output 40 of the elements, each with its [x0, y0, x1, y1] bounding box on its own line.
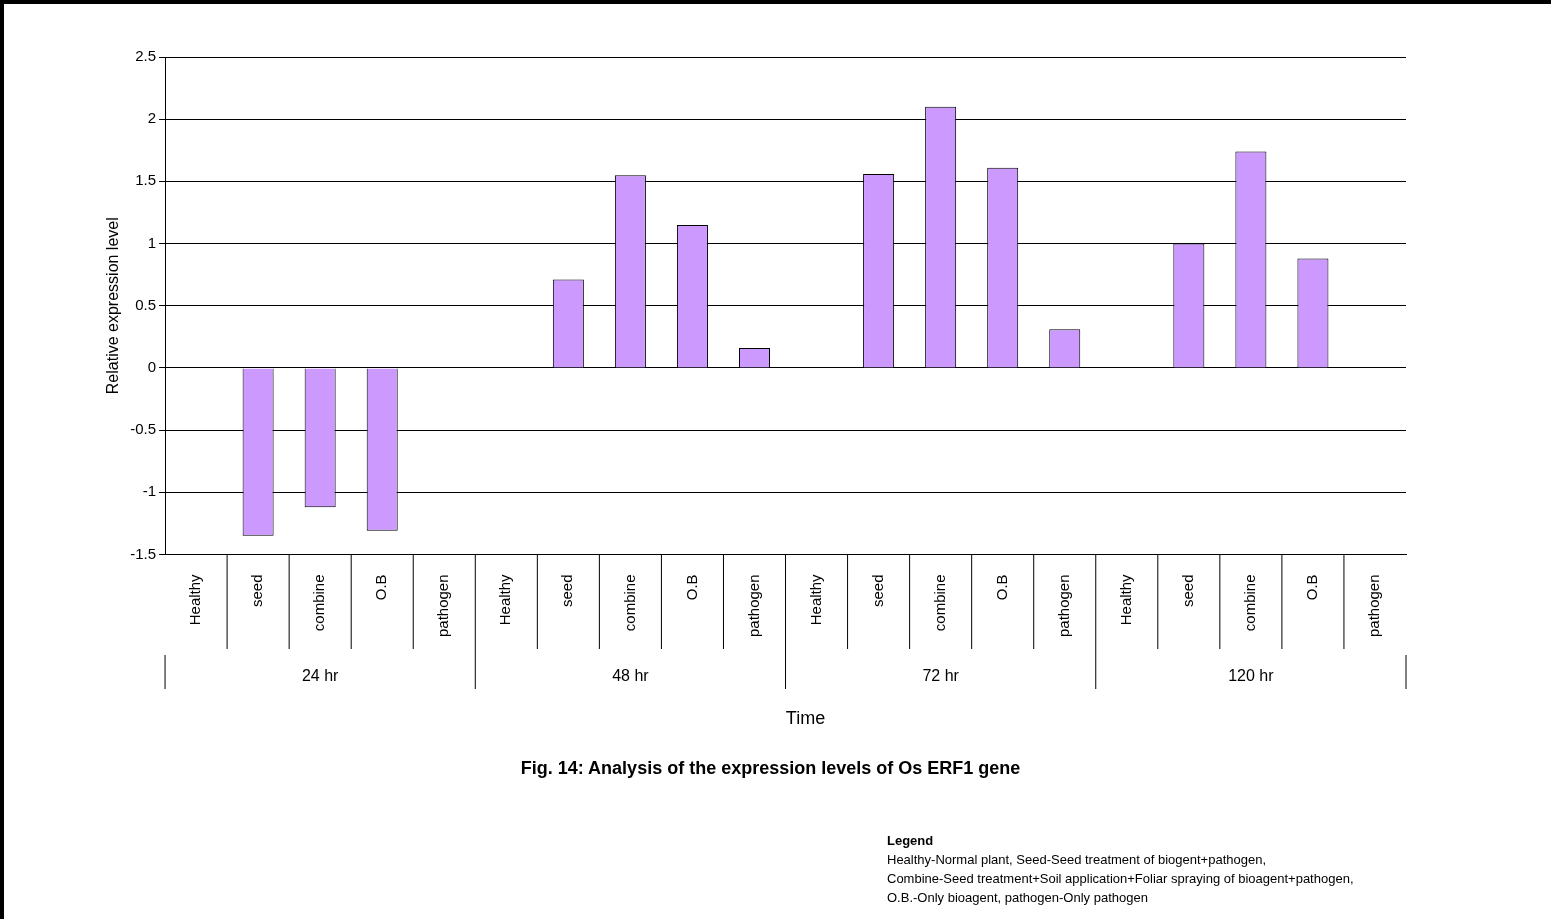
- x-tick-label: seed: [1178, 574, 1196, 607]
- x-tick-label: O.B: [992, 574, 1010, 601]
- x-tick-label: seed: [868, 574, 886, 607]
- x-tick-label: seed: [558, 574, 576, 607]
- text: Fig. 14: Analysis of the expression levels of Os ERF1 gene: [520, 757, 1021, 778]
- x-tick-label: pathogen: [1054, 574, 1072, 638]
- x-tick-label: combine: [310, 574, 328, 632]
- x-tick-label: Healthy: [806, 573, 824, 626]
- text: 24 hr: [301, 667, 340, 685]
- x-tick-label: O.B: [372, 574, 390, 601]
- x-tick-label: Healthy: [186, 573, 204, 626]
- x-tick-label: pathogen: [434, 574, 452, 638]
- y-tick-label: 0.5: [135, 295, 157, 313]
- y-tick-label: 1: [147, 233, 157, 251]
- text: O.B.-Only bioagent, pathogen-Only pathogen: [887, 889, 1148, 905]
- y-tick-label: -1: [142, 482, 157, 500]
- y-tick-label: 2.5: [135, 47, 157, 65]
- text: Legend: [887, 832, 934, 848]
- y-tick-label: -0.5: [130, 420, 157, 438]
- text: 48 hr: [612, 667, 650, 685]
- x-tick-label: O.B: [1303, 574, 1321, 601]
- y-tick-label: -1.5: [130, 544, 157, 562]
- x-tick-label: combine: [930, 574, 948, 632]
- x-tick-label: combine: [1241, 574, 1259, 632]
- text: Combine-Seed treatment+Soil application+Foliar spraying of bioagent+pathogen,: [887, 870, 1354, 886]
- x-tick-label: O.B: [682, 574, 700, 601]
- y-tick-label: 0: [147, 358, 157, 376]
- x-tick-label: pathogen: [744, 574, 762, 638]
- x-tick-label: Healthy: [496, 573, 514, 626]
- x-tick-label: pathogen: [1365, 574, 1383, 638]
- x-tick-label: Healthy: [1116, 573, 1134, 626]
- text: 120 hr: [1228, 667, 1275, 685]
- x-tick-label: seed: [248, 574, 266, 607]
- y-axis-title: Relative expression level: [104, 217, 122, 395]
- text: 72 hr: [922, 667, 960, 685]
- x-axis-title: Time: [785, 707, 826, 728]
- x-tick-label: combine: [620, 574, 638, 632]
- y-tick-label: 2: [147, 109, 157, 127]
- y-tick-label: 1.5: [135, 171, 157, 189]
- text: Healthy-Normal plant, Seed-Seed treatment of biogent+pathogen,: [887, 851, 1267, 867]
